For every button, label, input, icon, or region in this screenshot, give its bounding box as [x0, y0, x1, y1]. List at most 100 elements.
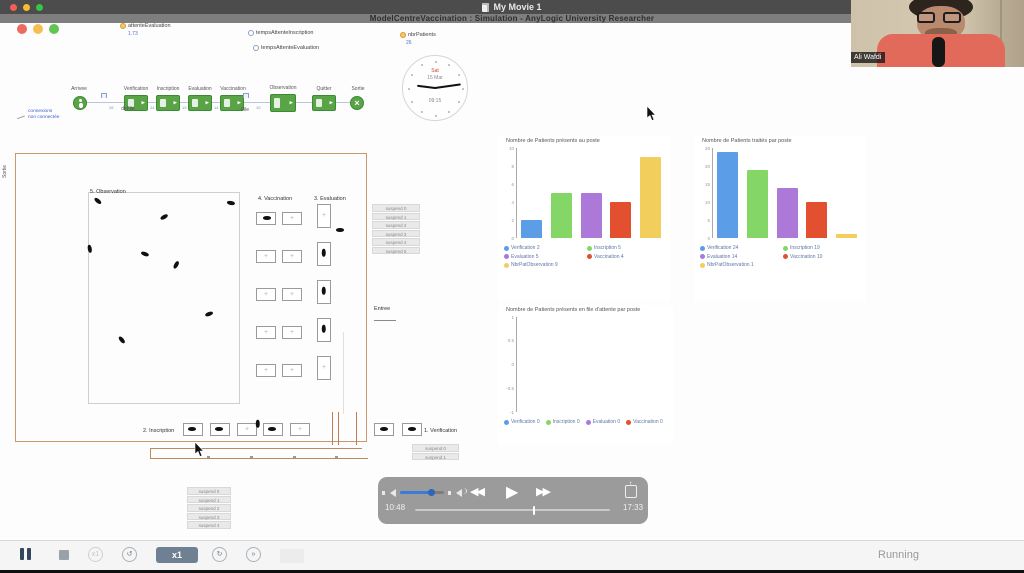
glasses-icon	[917, 12, 935, 23]
window-titlebar[interactable]: My Movie 1	[0, 0, 1024, 14]
flow-count: 14	[214, 105, 219, 110]
legend-label: Evaluation 14	[707, 253, 738, 260]
y-axis-tick: 2	[511, 217, 514, 223]
status-running: Running	[878, 549, 919, 561]
volume-min-icon[interactable]	[382, 489, 396, 497]
volume-knob[interactable]	[428, 489, 435, 496]
flow-node-evaluation[interactable]: ▸	[188, 95, 212, 111]
person-figure	[380, 427, 388, 431]
recorded-minimize-button[interactable]	[33, 24, 43, 34]
var-label: tempsAttenteInscription	[256, 30, 314, 36]
chart-patients-presents: Nombre de Patients présents au poste 0 2 4…	[498, 136, 670, 301]
bar-inscription	[746, 169, 768, 238]
fast-forward-button[interactable]: ▶▶	[536, 486, 551, 498]
share-icon[interactable]	[625, 485, 637, 498]
flow-node-vaccination[interactable]: ▸	[220, 95, 244, 111]
legend-item: Inscription 0	[545, 419, 580, 425]
person-figure	[336, 228, 344, 232]
clock-tick	[448, 110, 450, 113]
floorplan-exit-tag: Sortie	[2, 164, 8, 178]
pause-button[interactable]	[20, 548, 24, 560]
recorded-zoom-button[interactable]	[49, 24, 59, 34]
queue-label: File	[240, 107, 250, 113]
timeline-scrubber[interactable]	[415, 505, 610, 515]
booth: +	[317, 204, 331, 228]
person-icon	[78, 102, 83, 108]
recorded-close-button[interactable]	[17, 24, 27, 34]
speed-up-button[interactable]: ↻	[212, 547, 227, 562]
flow-node-observation[interactable]: ▸	[270, 94, 296, 112]
legend-dot	[700, 254, 705, 259]
clock-tick	[421, 110, 423, 113]
recording-title-text: ModelCentreVaccination : Simulation - An…	[369, 14, 655, 23]
bar-evaluation	[776, 187, 798, 238]
legend-label: NbrPatObservation 9	[511, 262, 558, 268]
fast-forward-sim-button[interactable]: »	[246, 547, 261, 562]
legend-item: NbrPatObservation 9	[504, 262, 587, 268]
play-button[interactable]: ▶	[506, 484, 519, 501]
flow-node-verification[interactable]: ▸	[124, 95, 148, 111]
flow-node-label: Arrivee	[71, 86, 87, 92]
queue-label: deFile	[121, 106, 135, 112]
bar-vaccination	[806, 202, 828, 238]
variable-icon	[120, 23, 126, 29]
legend-label: Verification 24	[707, 245, 739, 251]
legend-item: Verification 24	[700, 245, 783, 251]
playhead[interactable]	[532, 505, 535, 515]
legend-dot	[504, 254, 509, 259]
stop-button[interactable]	[59, 550, 69, 560]
desk: +	[282, 326, 302, 339]
desk: +	[256, 364, 276, 377]
zoom-button[interactable]	[36, 3, 43, 11]
rewind-button[interactable]: ◀◀	[470, 486, 485, 498]
legend-dot	[700, 245, 705, 251]
speed-indicator[interactable]: x1	[156, 547, 198, 563]
legend-label: Vaccination 0	[633, 419, 663, 425]
desk: +	[256, 326, 276, 339]
chart-title: Nombre de Patients présents en file d'at…	[506, 307, 641, 313]
person-figure	[322, 248, 326, 257]
flow-count: 24	[150, 105, 155, 110]
slow-down-button[interactable]: ↺	[122, 547, 137, 562]
suspend-list-verification: suspend 0 suspend 1	[412, 444, 459, 461]
var-temps-attente-evaluation: tempsAttenteEvaluation	[253, 45, 319, 51]
volume-slider[interactable]	[400, 489, 444, 496]
variable-icon	[400, 32, 406, 38]
legend-label: Evaluation 0	[592, 419, 621, 425]
y-axis-tick: 0	[707, 235, 710, 241]
entrance-label: Entree	[374, 306, 391, 312]
bar-vaccination	[610, 202, 632, 238]
clock-time: 09:15	[428, 98, 442, 104]
flow-node-label: Quitter	[316, 86, 332, 92]
simulation-clock: Sat 15 Mar 09:15	[402, 55, 468, 121]
flow-node-arrivee[interactable]	[73, 96, 87, 110]
flow-node-quitter[interactable]: ▸	[312, 95, 336, 111]
legend-label: Evaluation 5	[511, 253, 539, 260]
flow-node-label: Vaccination	[220, 86, 246, 92]
flow-node-sortie[interactable]: ×	[350, 96, 364, 110]
suspend-list-right: suspend 0 suspend 1 suspend 2 suspend 3 susp…	[372, 204, 420, 255]
chart-plot: 1 0.5 0 -0.5 -1	[506, 315, 665, 415]
close-button[interactable]	[10, 3, 17, 11]
legend-dot	[504, 262, 509, 268]
volume-wave-icon	[460, 488, 467, 494]
queue-mark	[293, 456, 296, 458]
chart-plot: 0 2 4 6 8 10	[509, 146, 665, 241]
queue-lane	[150, 458, 368, 459]
y-axis-tick: 20	[704, 163, 710, 169]
minimize-button[interactable]	[23, 3, 30, 11]
webcam-overlay: Ali Wafdi	[851, 0, 1024, 67]
bar-evaluation	[580, 193, 602, 238]
share-arrow-icon: ↑	[628, 479, 633, 488]
flow-node-label: Verification	[123, 86, 149, 92]
document-icon	[482, 2, 490, 12]
pause-button[interactable]	[27, 548, 31, 560]
legend-label: Vaccination 10	[790, 253, 823, 260]
flow-node-label: Sortie	[351, 86, 365, 92]
reset-speed-button[interactable]: x1	[88, 547, 103, 562]
suspend-slot: suspend 0	[412, 444, 459, 452]
legend-dot	[587, 254, 592, 259]
flow-node-inscription[interactable]: ▸	[156, 95, 180, 111]
volume-max-icon[interactable]	[448, 489, 462, 497]
